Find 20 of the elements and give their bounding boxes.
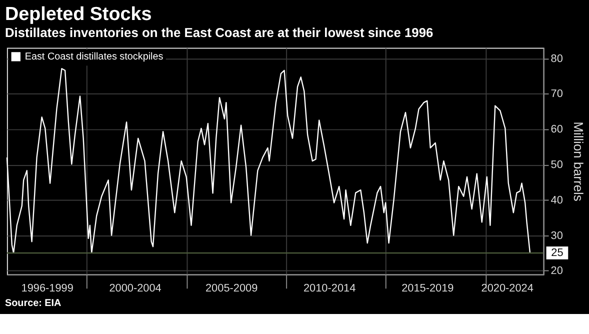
ref-line-label: 25	[551, 246, 564, 259]
y-tick-label: 20	[550, 265, 563, 278]
legend-label: East Coast distillates stockpiles	[24, 52, 164, 63]
x-tick-label: 1996-1999	[21, 282, 74, 295]
y-tick-label: 70	[550, 88, 563, 100]
y-axis-title: Million barrels	[570, 122, 586, 202]
source-note: Source: EIA	[4, 298, 62, 309]
y-tick-label: 50	[550, 158, 563, 171]
chart-subtitle: Distillates inventories on the East Coast are at their lowest since 1996	[4, 24, 434, 40]
y-tick-label: 60	[550, 124, 563, 136]
x-tick-label: 2020-2024	[481, 282, 534, 295]
x-tick-label: 2015-2019	[402, 282, 454, 295]
x-tick-label: 2000-2004	[109, 282, 162, 295]
y-tick-label: 80	[550, 52, 563, 65]
chart-title: Depleted Stocks	[4, 2, 152, 24]
y-tick-label: 40	[550, 194, 563, 206]
x-tick-label: 2005-2009	[205, 282, 258, 295]
x-tick-label: 2010-2014	[303, 282, 356, 295]
line-series	[6, 68, 531, 254]
y-tick-label: 30	[550, 230, 563, 242]
